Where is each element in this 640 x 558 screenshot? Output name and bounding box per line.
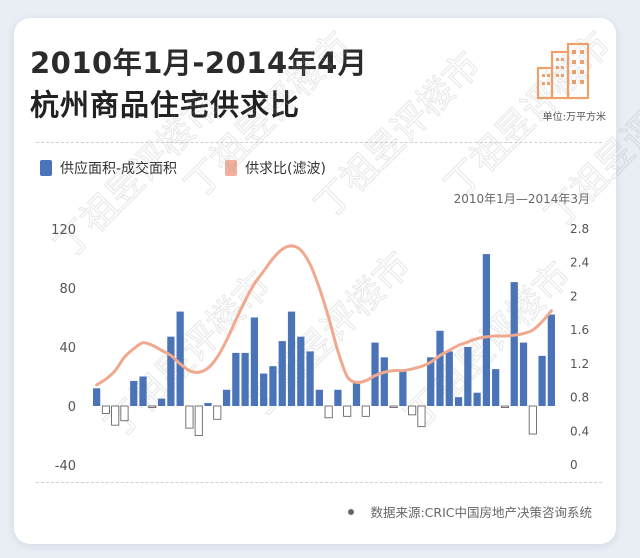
bar-supply-minus-sales (213, 405, 222, 420)
bar-supply-minus-sales (176, 311, 184, 406)
bar-supply-minus-sales (361, 405, 370, 417)
bar-supply-minus-sales (454, 397, 463, 406)
bar-supply-minus-sales (306, 351, 314, 406)
bar-supply-minus-sales (130, 380, 138, 406)
bar-supply-minus-sales (399, 370, 407, 406)
bar-supply-minus-sales (547, 314, 555, 406)
bar-supply-minus-sales (445, 351, 453, 406)
divider-bottom (36, 482, 602, 483)
bar-supply-minus-sales (519, 342, 528, 406)
bar-supply-minus-sales (194, 405, 203, 436)
bar-supply-minus-sales (473, 392, 481, 406)
bar-supply-minus-sales (510, 282, 518, 406)
bar-supply-minus-sales (482, 254, 491, 406)
bullet-dot (348, 508, 355, 515)
bar-supply-minus-sales (241, 352, 249, 406)
bar-supply-minus-sales (408, 405, 417, 416)
bar-supply-minus-sales (492, 369, 500, 406)
city-buildings-icon (536, 42, 590, 100)
source-text: 数据来源:CRIC中国房地产决策咨询系统 (370, 505, 592, 520)
bar-supply-minus-sales (157, 398, 166, 406)
bar-supply-minus-sales (250, 317, 259, 406)
title-line-2: 杭州商品住宅供求比 (30, 88, 301, 122)
title-line-1: 2010年1月-2014年4月 (30, 46, 368, 80)
bar-supply-minus-sales (148, 405, 157, 408)
right-axis-tick-label: 1.2 (570, 357, 589, 371)
divider-top (36, 142, 602, 143)
bar-supply-minus-sales (101, 405, 110, 414)
bar-supply-minus-sales (139, 376, 147, 406)
bar-supply-minus-sales (232, 352, 240, 406)
left-axis-tick-label: -40 (55, 459, 76, 474)
bar-supply-minus-sales (269, 366, 277, 406)
bar-supply-minus-sales (500, 405, 509, 408)
bar-supply-minus-sales (167, 336, 175, 406)
legend-bar-label: 供应面积-成交面积 (60, 161, 178, 177)
bar-supply-minus-sales (352, 380, 361, 406)
right-axis-tick-label: 1.6 (570, 323, 589, 337)
bar-supply-minus-sales (343, 405, 352, 417)
bar-supply-minus-sales (185, 405, 194, 429)
right-axis-tick-label: 0 (570, 458, 578, 472)
source-note: 数据来源:CRIC中国房地产决策咨询系统 (348, 502, 592, 521)
left-axis-tick-label: 120 (51, 223, 76, 238)
bar-supply-minus-sales (324, 405, 333, 419)
legend-line-swatch (225, 160, 238, 176)
bar-supply-minus-sales (204, 403, 212, 406)
bar-supply-minus-sales (111, 405, 120, 426)
right-axis-tick-label: 2.4 (570, 256, 589, 270)
bar-supply-minus-sales (222, 389, 231, 406)
bar-supply-minus-sales (260, 373, 268, 406)
right-axis-tick-label: 0.4 (570, 424, 589, 438)
left-axis-tick-label: 40 (59, 341, 76, 356)
right-axis-tick-label: 2 (570, 289, 578, 303)
right-axis-tick-label: 2.8 (570, 222, 589, 236)
chart-card (14, 18, 616, 544)
bar-supply-minus-sales (278, 341, 286, 406)
bar-supply-minus-sales (297, 336, 305, 406)
legend-line-label: 供求比(滤波) (245, 161, 326, 177)
left-axis-tick-label: 80 (59, 282, 76, 297)
bar-supply-minus-sales (417, 405, 426, 428)
bar-supply-minus-sales (380, 357, 388, 406)
bar-supply-minus-sales (528, 405, 537, 435)
bar-supply-minus-sales (315, 389, 323, 406)
legend: 供应面积-成交面积 供求比(滤波) (40, 158, 326, 178)
bar-supply-minus-sales (464, 347, 472, 406)
bar-supply-minus-sales (287, 311, 296, 406)
bar-supply-minus-sales (538, 355, 546, 406)
bar-supply-minus-sales (120, 405, 129, 422)
right-axis-tick-label: 0.8 (570, 391, 589, 405)
bar-supply-minus-sales (334, 389, 342, 406)
series-line-supply-demand-ratio (95, 244, 553, 387)
left-axis-tick-label: 0 (68, 400, 76, 415)
period-label: 2010年1月—2014年3月 (453, 192, 590, 206)
bar-supply-minus-sales (93, 388, 101, 406)
unit-label: 单位:万平方米 (542, 112, 606, 123)
bar-supply-minus-sales (427, 357, 435, 406)
bar-supply-minus-sales (389, 405, 398, 408)
legend-bar-swatch (40, 160, 52, 176)
bar-supply-minus-sales (436, 330, 444, 406)
